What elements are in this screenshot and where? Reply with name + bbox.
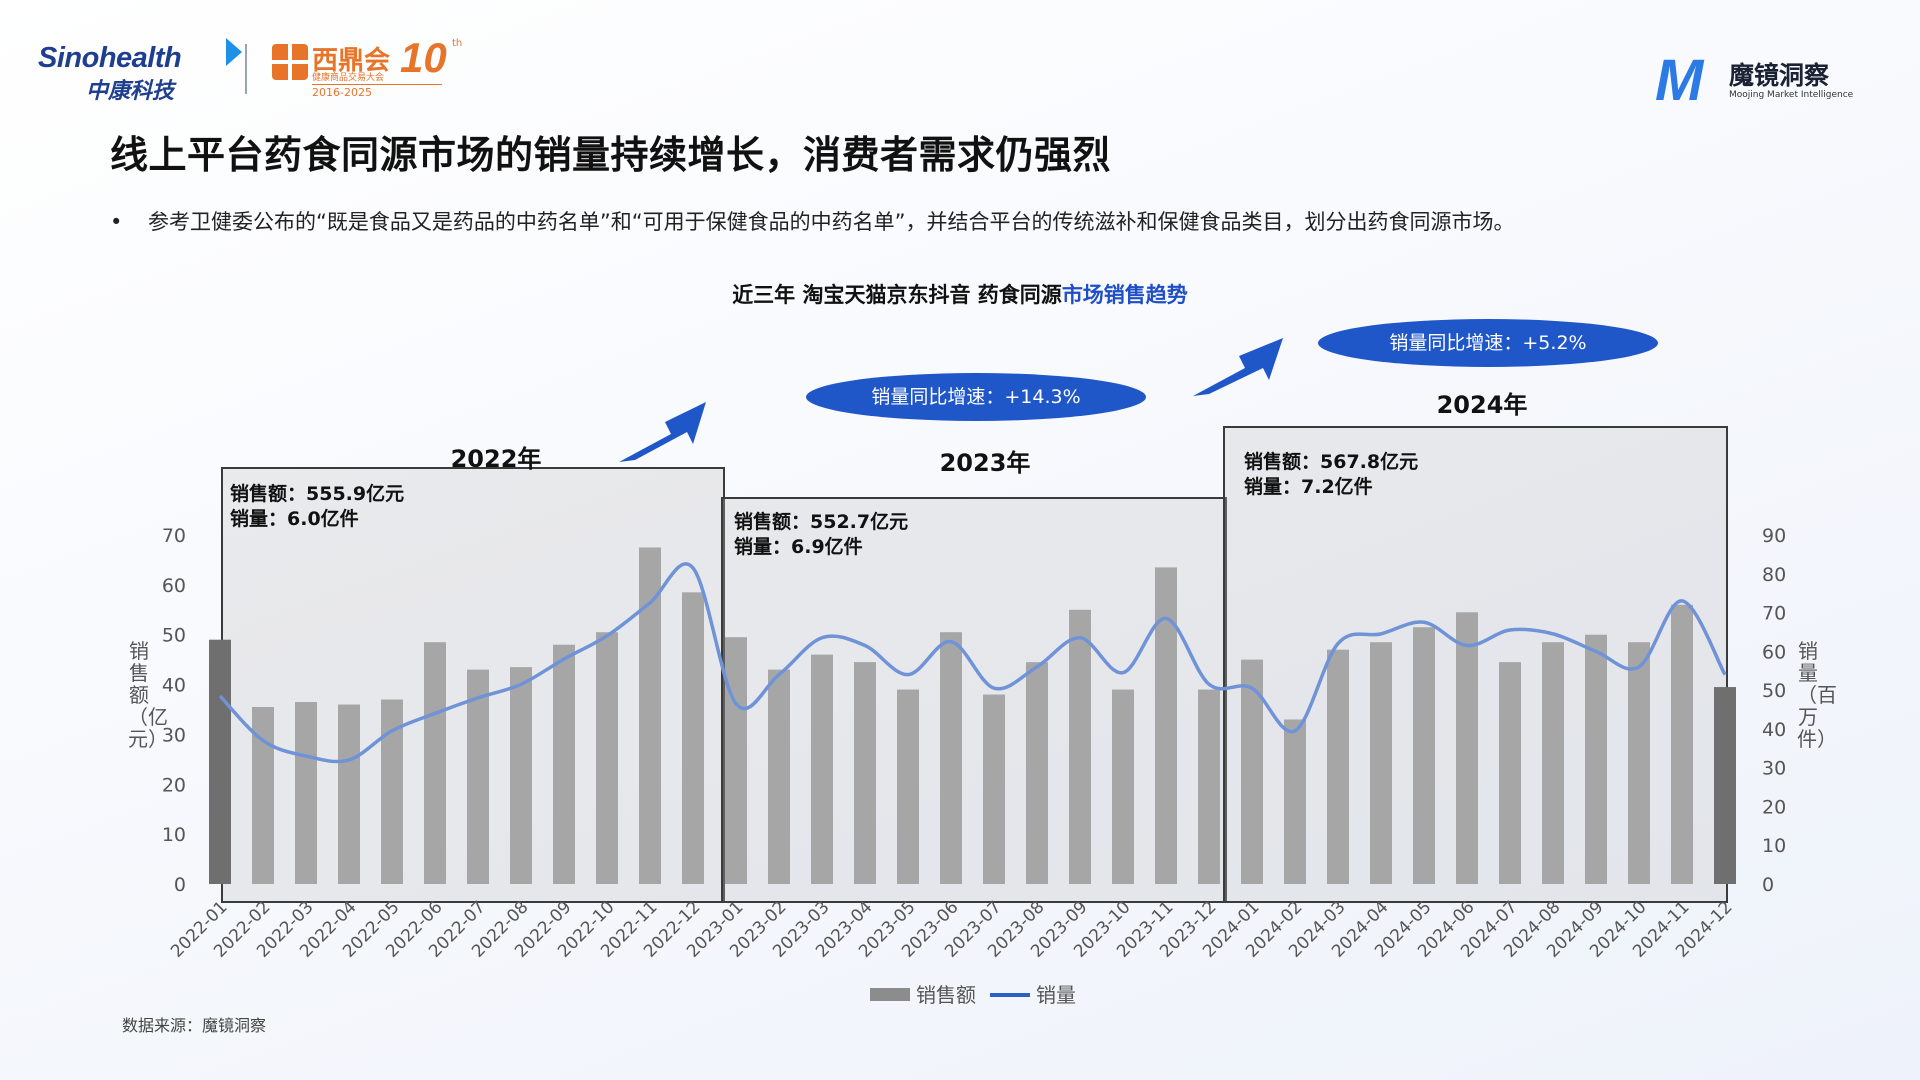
y-left-tick-70: 70 bbox=[162, 525, 186, 547]
bar-2022-11 bbox=[639, 547, 661, 884]
y-right-tick-20: 20 bbox=[1762, 796, 1786, 818]
bar-2022-08 bbox=[510, 667, 532, 884]
data-source: 数据来源：魔镜洞察 bbox=[122, 1012, 266, 1036]
y-left-tick-40: 40 bbox=[162, 675, 186, 697]
bar-2023-07 bbox=[983, 695, 1005, 884]
bar-2023-06 bbox=[940, 632, 962, 884]
bar-2023-05 bbox=[897, 690, 919, 884]
legend-label-volume: 销量 bbox=[1036, 983, 1076, 1007]
y-left-tick-10: 10 bbox=[162, 824, 186, 846]
bar-2022-09 bbox=[553, 645, 575, 884]
bar-2024-07 bbox=[1499, 662, 1521, 884]
y-left-tick-0: 0 bbox=[174, 874, 186, 896]
bar-2023-12 bbox=[1198, 690, 1220, 884]
bar-2023-03 bbox=[811, 655, 833, 884]
bar-2023-01 bbox=[725, 637, 747, 884]
y-right-tick-70: 70 bbox=[1762, 603, 1786, 625]
bar-2022-12 bbox=[682, 592, 704, 884]
bar-2023-02 bbox=[768, 670, 790, 884]
bar-2022-10 bbox=[596, 632, 618, 884]
legend-swatch-sales bbox=[870, 988, 910, 1001]
y-right-tick-50: 50 bbox=[1762, 680, 1786, 702]
bar-2024-05 bbox=[1413, 627, 1435, 884]
y-right-tick-80: 80 bbox=[1762, 564, 1786, 586]
bar-2024-02 bbox=[1284, 719, 1306, 884]
bar-2024-11 bbox=[1671, 605, 1693, 884]
bar-2024-03 bbox=[1327, 650, 1349, 884]
bar-2022-01 bbox=[209, 640, 231, 884]
bar-2023-04 bbox=[854, 662, 876, 884]
bar-2023-11 bbox=[1155, 567, 1177, 884]
bar-2024-06 bbox=[1456, 612, 1478, 884]
y-right-tick-0: 0 bbox=[1762, 874, 1774, 896]
y-right-tick-40: 40 bbox=[1762, 719, 1786, 741]
y-right-tick-10: 10 bbox=[1762, 835, 1786, 857]
bar-2024-08 bbox=[1542, 642, 1564, 884]
legend-label-sales: 销售额 bbox=[916, 983, 976, 1007]
y-right-tick-90: 90 bbox=[1762, 525, 1786, 547]
y-right-tick-30: 30 bbox=[1762, 758, 1786, 780]
y-left-tick-50: 50 bbox=[162, 625, 186, 647]
bar-2022-06 bbox=[424, 642, 446, 884]
y-right-tick-60: 60 bbox=[1762, 641, 1786, 663]
y-left-tick-60: 60 bbox=[162, 575, 186, 597]
y-left-tick-20: 20 bbox=[162, 774, 186, 796]
bar-2024-12 bbox=[1714, 687, 1736, 884]
bar-2023-09 bbox=[1069, 610, 1091, 884]
bar-2022-03 bbox=[295, 702, 317, 884]
bar-2024-04 bbox=[1370, 642, 1392, 884]
bar-2024-10 bbox=[1628, 642, 1650, 884]
bar-2024-09 bbox=[1585, 635, 1607, 884]
bar-2022-04 bbox=[338, 705, 360, 884]
y-left-tick-30: 30 bbox=[162, 724, 186, 746]
bar-2023-08 bbox=[1026, 662, 1048, 884]
bar-2023-10 bbox=[1112, 690, 1134, 884]
